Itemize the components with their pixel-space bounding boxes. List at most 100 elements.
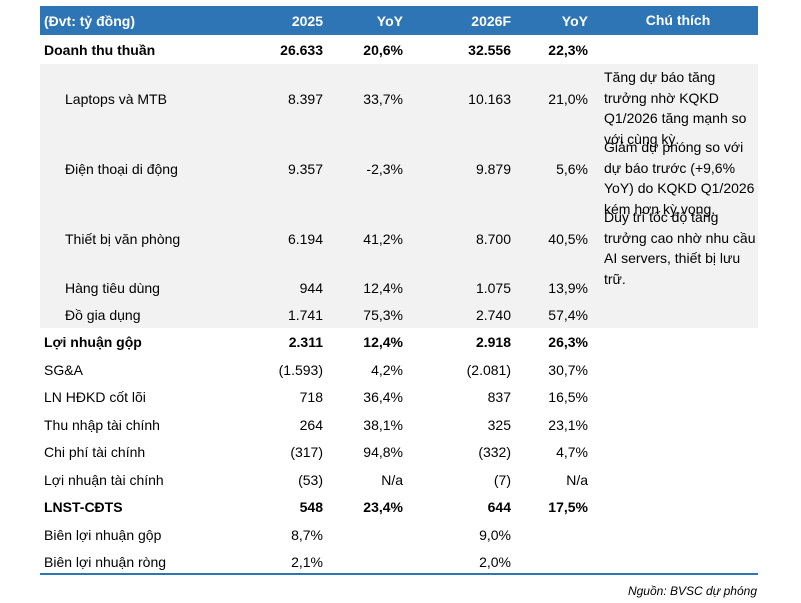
cell-yoy-2025: 75,3% <box>363 306 403 323</box>
table-row: Biên lợi nhuận gộp 8,7% 9,0% <box>40 521 758 548</box>
table-row: SG&A (1.593) 4,2% (2.081) 30,7% <box>40 356 758 383</box>
table-row: Laptops và MTB 8.397 33,7% 10.163 21,0% Tăng … <box>40 64 758 147</box>
cell-yoy-2026f: 26,3% <box>548 334 588 350</box>
row-label: Laptops và MTB <box>65 91 167 107</box>
header-yoy-2025: YoY <box>376 12 403 29</box>
cell-2026f: 325 <box>487 416 511 433</box>
cell-2026f: 2.918 <box>475 334 511 350</box>
cell-note <box>588 466 758 467</box>
cell-2026f: 9,0% <box>479 526 511 543</box>
cell-yoy-2025: 38,1% <box>363 416 403 433</box>
row-label: SG&A <box>44 361 83 378</box>
cell-note <box>588 411 758 412</box>
row-label: Đồ gia dụng <box>65 306 141 323</box>
cell-note <box>588 274 758 277</box>
forecast-table: (Đvt: tỷ đồng) 2025 YoY 2026F YoY Chú th… <box>40 6 758 575</box>
cell-2026f: 1.075 <box>475 279 511 296</box>
cell-note <box>588 438 758 439</box>
cell-yoy-2025: 36,4% <box>363 389 403 405</box>
row-label: Thiết bị văn phòng <box>65 231 181 247</box>
cell-yoy-2025: 41,2% <box>363 231 403 247</box>
row-label: Điện thoại di động <box>65 161 178 177</box>
cell-yoy-2026f: 40,5% <box>548 231 588 247</box>
cell-yoy-2025: 20,6% <box>363 41 403 58</box>
cell-2026f: 644 <box>487 499 511 515</box>
row-label: Lợi nhuận tài chính <box>44 471 164 488</box>
cell-2025: 9.357 <box>287 161 323 177</box>
header-2025: 2025 <box>291 12 323 29</box>
cell-2026f: 10.163 <box>468 91 511 107</box>
row-label: Biên lợi nhuận ròng <box>44 553 167 570</box>
cell-yoy-2025: N/a <box>381 471 403 488</box>
cell-note: Tăng dự báo tăng trưởng nhờ KQKD Q1/2026… <box>604 69 747 147</box>
header-notes: Chú thích <box>645 12 711 29</box>
cell-yoy-2026f: N/a <box>566 471 588 488</box>
cell-yoy-2026f: 13,9% <box>548 279 588 296</box>
cell-yoy-2025: 12,4% <box>363 279 403 296</box>
table-body: Doanh thu thuần 26.633 20,6% 32.556 22,3% Lap… <box>40 35 758 575</box>
cell-2025: (53) <box>298 471 323 488</box>
cell-2025: 944 <box>299 279 323 296</box>
cell-yoy-2025: -2,3% <box>366 161 403 177</box>
row-label: Biên lợi nhuận gộp <box>44 526 162 543</box>
bottom-rule <box>40 573 758 575</box>
header-yoy-2026f: YoY <box>561 12 588 29</box>
cell-yoy-2026f: 16,5% <box>548 389 588 405</box>
cell-yoy-2026f: 17,5% <box>548 499 588 515</box>
row-label: Doanh thu thuần <box>44 41 156 58</box>
cell-2025: 8,7% <box>291 526 323 543</box>
table-row: Thu nhập tài chính 264 38,1% 325 23,1% <box>40 411 758 438</box>
cell-note: Duy trì tốc độ tăng trưởng cao nhờ nhu c… <box>604 209 756 287</box>
cell-note <box>588 521 758 522</box>
cell-note <box>588 493 758 494</box>
row-label: Hàng tiêu dùng <box>65 279 160 296</box>
cell-2025: 1.741 <box>287 306 323 323</box>
cell-2026f: (332) <box>478 444 511 460</box>
table-row: Đồ gia dụng 1.741 75,3% 2.740 57,4% <box>40 301 758 328</box>
cell-2026f: 32.556 <box>468 41 511 58</box>
row-label: Thu nhập tài chính <box>44 416 160 433</box>
cell-2026f: 837 <box>487 389 511 405</box>
cell-2025: (317) <box>290 444 323 460</box>
source-note: Nguồn: BVSC dự phóng <box>627 584 757 598</box>
table-row: Lợi nhuận gộp 2.311 12,4% 2.918 26,3% <box>40 328 758 356</box>
cell-note <box>588 35 758 36</box>
cell-2025: 26.633 <box>280 41 323 58</box>
cell-yoy-2026f: 22,3% <box>548 41 588 58</box>
cell-yoy-2026f: 4,7% <box>556 444 588 460</box>
cell-2025: 8.397 <box>287 91 323 107</box>
header-unit: (Đvt: tỷ đồng) <box>44 12 135 29</box>
cell-yoy-2026f: 23,1% <box>548 416 588 433</box>
cell-2026f: 9.879 <box>475 161 511 177</box>
cell-note <box>588 548 758 549</box>
table-header: (Đvt: tỷ đồng) 2025 YoY 2026F YoY Chú th… <box>40 6 758 35</box>
cell-2026f: 2.740 <box>475 306 511 323</box>
cell-2026f: 2,0% <box>479 553 511 570</box>
cell-2026f: (7) <box>493 471 511 488</box>
cell-yoy-2026f: 57,4% <box>548 306 588 323</box>
table-row: Lợi nhuận tài chính (53) N/a (7) N/a <box>40 466 758 493</box>
cell-2025: 718 <box>299 389 323 405</box>
table-row: LNST-CĐTS 548 23,4% 644 17,5% <box>40 493 758 521</box>
row-label: Chi phí tài chính <box>44 444 146 460</box>
cell-2026f: (2.081) <box>466 361 511 378</box>
cell-note <box>588 301 758 304</box>
cell-2026f: 8.700 <box>475 231 511 247</box>
cell-yoy-2025: 12,4% <box>363 334 403 350</box>
cell-note: Giảm dự phóng so với dự báo trước (+9,6%… <box>604 139 755 217</box>
cell-note <box>588 328 758 329</box>
header-2026f: 2026F <box>471 12 511 29</box>
cell-2025: 2,1% <box>291 553 323 570</box>
row-label: LNST-CĐTS <box>44 499 123 515</box>
cell-2025: 264 <box>299 416 323 433</box>
cell-yoy-2025: 4,2% <box>371 361 403 378</box>
cell-yoy-2025: 94,8% <box>363 444 403 460</box>
table-row: Hàng tiêu dùng 944 12,4% 1.075 13,9% <box>40 274 758 301</box>
cell-yoy-2025: 33,7% <box>363 91 403 107</box>
row-label: Lợi nhuận gộp <box>44 334 142 350</box>
table-row: LN HĐKD cốt lõi 718 36,4% 837 16,5% <box>40 383 758 411</box>
table-row: Thiết bị văn phòng 6.194 41,2% 8.700 40,5% Du… <box>40 204 758 287</box>
cell-2025: 6.194 <box>287 231 323 247</box>
table-row: Điện thoại di động 9.357 -2,3% 9.879 5,6% Giả… <box>40 134 758 217</box>
cell-2025: 2.311 <box>288 334 323 350</box>
